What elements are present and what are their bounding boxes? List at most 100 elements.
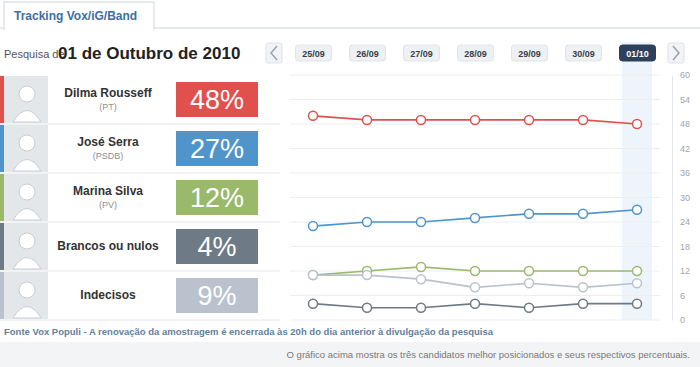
point bbox=[309, 222, 318, 231]
value-label: 12% bbox=[190, 183, 244, 213]
series-row: Brancos ou nulos4% bbox=[0, 223, 280, 271]
grid-line bbox=[290, 148, 660, 149]
title: 01 de Outubro de 2010 bbox=[58, 44, 240, 63]
arrow[interactable] bbox=[271, 46, 277, 60]
arrow-box[interactable] bbox=[668, 43, 684, 63]
tick-label[interactable]: 29/09 bbox=[518, 49, 541, 59]
date-box[interactable] bbox=[566, 45, 602, 61]
tick-label: 24 bbox=[680, 217, 690, 227]
date-button[interactable]: 28/09 bbox=[458, 45, 494, 61]
point bbox=[309, 111, 318, 120]
grid-line bbox=[290, 246, 660, 247]
series-party: (PT) bbox=[99, 102, 117, 112]
avatar bbox=[0, 174, 48, 221]
tick-label[interactable]: 28/09 bbox=[464, 49, 487, 59]
plot bbox=[309, 111, 642, 312]
row-rule bbox=[0, 222, 280, 223]
tick-label: 12 bbox=[680, 266, 690, 276]
tick: 48 bbox=[672, 119, 690, 129]
row-rule bbox=[0, 124, 280, 125]
tick: 0 bbox=[672, 315, 685, 325]
series-party: (PV) bbox=[99, 200, 117, 210]
tick-label[interactable]: 30/09 bbox=[572, 49, 595, 59]
date-button[interactable]: 29/09 bbox=[512, 45, 548, 61]
date-button[interactable]: 01/10 bbox=[620, 45, 656, 61]
series-name: José Serra bbox=[77, 135, 139, 149]
point bbox=[579, 299, 588, 308]
point bbox=[417, 115, 426, 124]
value-label: 9% bbox=[197, 281, 236, 311]
current-band bbox=[622, 42, 652, 320]
point bbox=[579, 115, 588, 124]
tick-label[interactable]: 25/09 bbox=[302, 49, 325, 59]
point bbox=[525, 267, 534, 276]
avatar-body bbox=[13, 111, 41, 123]
point bbox=[579, 209, 588, 218]
widget: Tracking Vox/iG/BandPesquisa de01 de Out… bbox=[0, 0, 700, 367]
date-box[interactable] bbox=[350, 45, 386, 61]
series-row: Indecisos9% bbox=[0, 272, 280, 320]
y-axis: 06121824303642485460 bbox=[672, 70, 690, 325]
point bbox=[579, 267, 588, 276]
grid-line bbox=[290, 173, 660, 174]
avatar bbox=[0, 223, 48, 270]
tick-label: 48 bbox=[680, 119, 690, 129]
tick-label[interactable]: 01/10 bbox=[626, 49, 649, 59]
point bbox=[525, 279, 534, 288]
date-box[interactable] bbox=[404, 45, 440, 61]
point bbox=[471, 115, 480, 124]
point bbox=[363, 218, 372, 227]
tick: 12 bbox=[672, 266, 690, 276]
point bbox=[471, 267, 480, 276]
tick: 6 bbox=[672, 291, 685, 301]
point bbox=[633, 279, 642, 288]
date-box[interactable] bbox=[296, 45, 332, 61]
next-button[interactable] bbox=[668, 43, 684, 63]
row-color bbox=[0, 272, 4, 319]
date-button[interactable]: 30/09 bbox=[566, 45, 602, 61]
point bbox=[417, 275, 426, 284]
date-box[interactable] bbox=[512, 45, 548, 61]
series-name: Brancos ou nulos bbox=[57, 239, 159, 253]
row-rule bbox=[0, 320, 280, 321]
value-label: 48% bbox=[190, 85, 244, 115]
value-box bbox=[176, 131, 258, 166]
avatar-body bbox=[13, 209, 41, 221]
date-box[interactable] bbox=[458, 45, 494, 61]
tick-label: 54 bbox=[680, 95, 690, 105]
row-color bbox=[0, 174, 4, 221]
series-party: (PSDB) bbox=[93, 151, 124, 161]
point bbox=[471, 283, 480, 292]
date-button[interactable]: 26/09 bbox=[350, 45, 386, 61]
series-row: Marina Silva (PV) 12% bbox=[0, 174, 280, 222]
tick-label: 0 bbox=[680, 315, 685, 325]
series-name: Marina Silva bbox=[73, 184, 143, 198]
avatar-body bbox=[13, 160, 41, 172]
point bbox=[309, 271, 318, 280]
source: Fonte Vox Populi - A renovação da amostr… bbox=[4, 326, 494, 337]
tick-label[interactable]: 26/09 bbox=[356, 49, 379, 59]
point bbox=[525, 303, 534, 312]
row-color bbox=[0, 125, 4, 172]
grid-line bbox=[290, 197, 660, 198]
tick: 24 bbox=[672, 217, 690, 227]
point bbox=[417, 262, 426, 271]
tick: 18 bbox=[672, 242, 690, 252]
avatar bbox=[0, 125, 48, 172]
arrow-box[interactable] bbox=[266, 43, 282, 63]
tick: 54 bbox=[672, 95, 690, 105]
date-button[interactable]: 27/09 bbox=[404, 45, 440, 61]
grid-line bbox=[290, 295, 660, 296]
value-box bbox=[176, 82, 258, 117]
date-button[interactable]: 25/09 bbox=[296, 45, 332, 61]
tick-label[interactable]: 27/09 bbox=[410, 49, 433, 59]
prev-button[interactable] bbox=[266, 43, 282, 63]
point bbox=[633, 120, 642, 129]
footer-band bbox=[0, 342, 700, 367]
series-row: José Serra(PSDB)27% bbox=[0, 125, 280, 173]
arrow[interactable] bbox=[673, 46, 679, 60]
avatar-head bbox=[19, 184, 35, 200]
date-box[interactable] bbox=[620, 45, 656, 61]
point bbox=[525, 115, 534, 124]
avatar-body bbox=[13, 258, 41, 270]
